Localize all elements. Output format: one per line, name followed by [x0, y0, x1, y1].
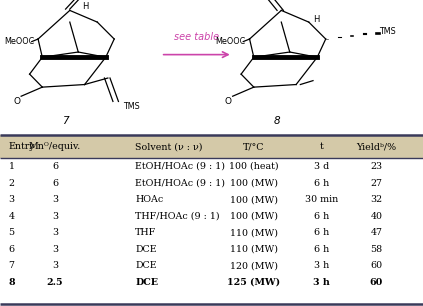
Text: 6: 6: [8, 245, 14, 254]
Text: 6: 6: [52, 178, 58, 188]
Text: 58: 58: [371, 245, 382, 254]
Text: Entry: Entry: [8, 142, 35, 151]
Text: 120 (MW): 120 (MW): [230, 261, 278, 270]
Text: 30 min: 30 min: [305, 195, 338, 204]
Text: O: O: [225, 97, 232, 106]
Text: EtOH/HOAc (9 : 1): EtOH/HOAc (9 : 1): [135, 162, 225, 171]
Text: 6: 6: [52, 162, 58, 171]
Text: 27: 27: [371, 178, 382, 188]
Text: 3: 3: [8, 195, 14, 204]
Text: 3: 3: [52, 245, 58, 254]
Text: 7: 7: [62, 116, 69, 126]
Text: 2.5: 2.5: [47, 278, 63, 287]
Text: t: t: [320, 142, 323, 151]
Text: 100 (heat): 100 (heat): [229, 162, 279, 171]
Text: 125 (MW): 125 (MW): [227, 278, 280, 287]
Text: MeOOC: MeOOC: [4, 37, 35, 46]
Text: 3 h: 3 h: [313, 278, 330, 287]
Text: 60: 60: [370, 278, 383, 287]
Text: 6 h: 6 h: [314, 245, 329, 254]
Text: 1: 1: [8, 162, 14, 171]
Text: 3 h: 3 h: [314, 261, 329, 270]
Text: DCE: DCE: [135, 261, 157, 270]
Text: 40: 40: [371, 211, 382, 221]
Text: 3: 3: [52, 211, 58, 221]
Text: 110 (MW): 110 (MW): [230, 228, 278, 237]
Text: 100 (MW): 100 (MW): [230, 211, 278, 221]
Text: 60: 60: [371, 261, 382, 270]
Text: Yieldᵇ/%: Yieldᵇ/%: [357, 142, 396, 151]
Text: see table: see table: [174, 32, 219, 42]
Text: 4: 4: [8, 211, 14, 221]
Text: 3 d: 3 d: [314, 162, 329, 171]
Text: 8: 8: [8, 278, 15, 287]
Text: H: H: [313, 15, 319, 24]
Text: O: O: [14, 97, 20, 106]
Text: 3: 3: [52, 195, 58, 204]
Text: Mnᴼ/equiv.: Mnᴼ/equiv.: [29, 142, 81, 151]
Text: 8: 8: [274, 116, 280, 126]
Text: THF: THF: [135, 228, 157, 237]
Text: 3: 3: [52, 261, 58, 270]
Text: H: H: [82, 2, 89, 11]
Text: 2: 2: [8, 178, 14, 188]
Text: DCE: DCE: [135, 245, 157, 254]
Text: T/°C: T/°C: [243, 142, 264, 151]
Text: 6 h: 6 h: [314, 211, 329, 221]
Text: HOAc: HOAc: [135, 195, 164, 204]
Text: 6 h: 6 h: [314, 178, 329, 188]
Text: 32: 32: [371, 195, 382, 204]
Text: DCE: DCE: [135, 278, 158, 287]
FancyBboxPatch shape: [0, 135, 423, 158]
Text: MeOOC: MeOOC: [216, 37, 246, 46]
Text: 110 (MW): 110 (MW): [230, 245, 278, 254]
Text: THF/HOAc (9 : 1): THF/HOAc (9 : 1): [135, 211, 220, 221]
Text: TMS: TMS: [123, 102, 140, 111]
Text: EtOH/HOAc (9 : 1): EtOH/HOAc (9 : 1): [135, 178, 225, 188]
Text: 3: 3: [52, 228, 58, 237]
Text: 100 (MW): 100 (MW): [230, 195, 278, 204]
Text: TMS: TMS: [379, 27, 396, 36]
Text: 23: 23: [371, 162, 382, 171]
Text: 7: 7: [8, 261, 14, 270]
Text: Solvent (ν : ν): Solvent (ν : ν): [135, 142, 203, 151]
Text: 5: 5: [8, 228, 14, 237]
Text: 100 (MW): 100 (MW): [230, 178, 278, 188]
Text: 6 h: 6 h: [314, 228, 329, 237]
Text: 47: 47: [371, 228, 382, 237]
